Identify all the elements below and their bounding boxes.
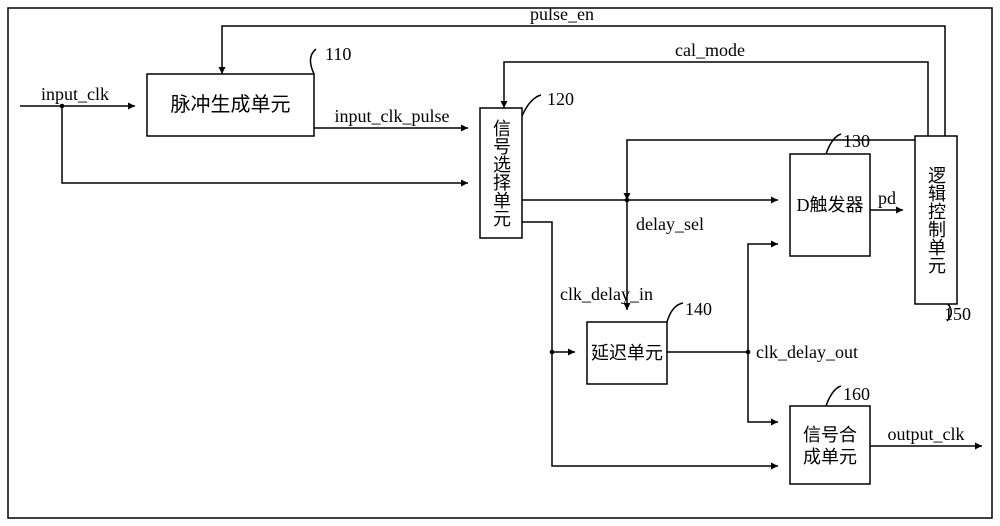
wire-input_clk_in: input_clk — [20, 84, 135, 110]
block-label-160-l1: 信号合 — [803, 425, 857, 445]
wire-clk_delay_in_to_combine — [552, 352, 778, 470]
leader-120: 120 — [522, 89, 574, 116]
signal-delay_sel: delay_sel — [636, 214, 704, 234]
block-120: 信号选择单元 — [480, 108, 522, 238]
signal-pulse_en: pulse_en — [530, 4, 594, 24]
block-130: D触发器 — [790, 154, 870, 256]
block-150: 逻辑控制单元 — [915, 136, 957, 304]
wire-input_clk_pulse: input_clk_pulse — [314, 106, 468, 132]
signal-clk_delay_in: clk_delay_in — [560, 284, 653, 304]
wire-pulse_en: pulse_en — [219, 4, 946, 136]
signal-input_clk_pulse: input_clk_pulse — [335, 106, 450, 126]
leader-160: 160 — [826, 384, 870, 406]
block-160: 信号合成单元 — [790, 406, 870, 484]
block-140: 延迟单元 — [587, 322, 667, 384]
block-label-110: 脉冲生成单元 — [171, 93, 291, 116]
block-id-130: 130 — [843, 131, 870, 151]
leader-150: 150 — [944, 304, 971, 324]
signal-output_clk: output_clk — [888, 424, 965, 444]
junction — [60, 104, 65, 109]
block-id-150: 150 — [944, 304, 971, 324]
block-label-120: 信号选择单元 — [491, 119, 511, 227]
signal-clk_delay_out: clk_delay_out — [756, 342, 858, 362]
block-label-150: 逻辑控制单元 — [926, 166, 946, 274]
wire-output_clk: output_clk — [870, 424, 982, 450]
wire-sel_to_D — [522, 197, 778, 204]
junction — [550, 350, 555, 355]
signal-input_clk: input_clk — [41, 84, 109, 104]
signal-pd: pd — [878, 188, 896, 208]
block-id-110: 110 — [325, 44, 351, 64]
block-id-140: 140 — [685, 299, 712, 319]
block-110: 脉冲生成单元 — [147, 74, 314, 136]
leader-140: 140 — [667, 299, 712, 322]
junction — [625, 198, 630, 203]
block-id-160: 160 — [843, 384, 870, 404]
block-label-140: 延迟单元 — [591, 343, 663, 363]
wire-cal_mode: cal_mode — [501, 40, 929, 136]
leader-110: 110 — [310, 44, 351, 74]
block-label-130: D触发器 — [797, 195, 864, 215]
junction — [746, 350, 751, 355]
signal-cal_mode: cal_mode — [675, 40, 745, 60]
leader-130: 130 — [826, 131, 870, 154]
wire-delay_sel_src — [624, 140, 916, 200]
block-id-120: 120 — [547, 89, 574, 109]
wire-pd: pd — [870, 188, 903, 214]
wire-clk_delay_out_to_combine — [748, 352, 778, 426]
block-label-160-l2: 成单元 — [803, 447, 857, 467]
